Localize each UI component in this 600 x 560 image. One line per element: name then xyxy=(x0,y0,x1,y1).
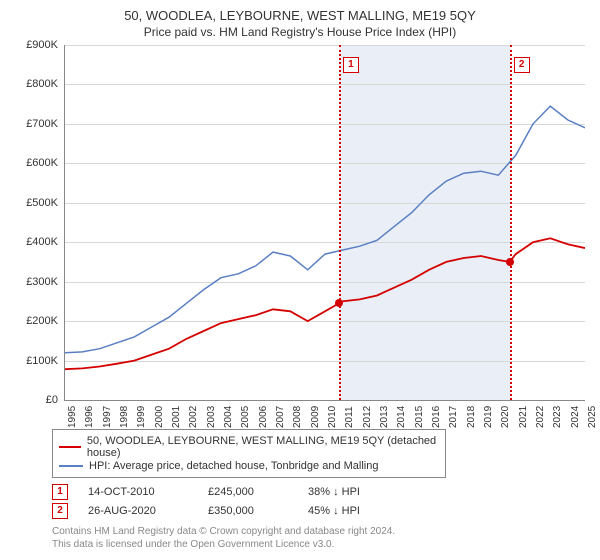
x-tick-label: 2011 xyxy=(344,406,355,428)
y-tick-label: £800K xyxy=(12,78,58,90)
footer-line-2: This data is licensed under the Open Gov… xyxy=(52,538,588,551)
chart-svg xyxy=(65,45,585,400)
x-tick-label: 1997 xyxy=(102,406,113,428)
y-tick-label: £300K xyxy=(12,276,58,288)
x-tick-label: 2004 xyxy=(223,406,234,428)
x-tick-label: 2020 xyxy=(500,406,511,428)
y-tick-label: £200K xyxy=(12,315,58,327)
x-axis: 1995 1996 1997 1998 1999 2000 2001 2002 2003 2004… xyxy=(64,400,584,430)
sale-row-badge: 1 xyxy=(52,484,68,500)
x-tick-label: 2017 xyxy=(448,406,459,428)
chart-container: 50, WOODLEA, LEYBOURNE, WEST MALLING, ME… xyxy=(0,0,600,560)
sale-marker-badge: 2 xyxy=(514,57,530,73)
x-tick-label: 2012 xyxy=(362,406,373,428)
sale-price: £245,000 xyxy=(208,486,288,498)
sale-row: 1 14-OCT-2010 £245,000 38% ↓ HPI xyxy=(52,484,588,500)
sale-point-dot xyxy=(335,299,343,307)
sale-point-dot xyxy=(506,258,514,266)
y-tick-label: £500K xyxy=(12,197,58,209)
y-tick-label: £400K xyxy=(12,236,58,248)
x-tick-label: 2013 xyxy=(379,406,390,428)
y-tick-label: £900K xyxy=(12,39,58,51)
x-tick-label: 2024 xyxy=(570,406,581,428)
x-tick-label: 1995 xyxy=(67,406,78,428)
legend-label: HPI: Average price, detached house, Tonb… xyxy=(89,460,378,472)
x-tick-label: 2019 xyxy=(483,406,494,428)
sale-marker-badge: 1 xyxy=(343,57,359,73)
x-tick-label: 2008 xyxy=(292,406,303,428)
y-tick-label: £0 xyxy=(12,394,58,406)
footer-text: Contains HM Land Registry data © Crown c… xyxy=(52,525,588,551)
x-tick-label: 2021 xyxy=(518,406,529,428)
x-tick-label: 2007 xyxy=(275,406,286,428)
y-tick-label: £600K xyxy=(12,157,58,169)
footer-line-1: Contains HM Land Registry data © Crown c… xyxy=(52,525,588,538)
y-tick-label: £700K xyxy=(12,118,58,130)
sale-price: £350,000 xyxy=(208,505,288,517)
series-line-hpi xyxy=(65,106,585,353)
sale-pct-vs-hpi: 45% ↓ HPI xyxy=(308,505,408,517)
sale-marker-line xyxy=(510,45,512,400)
x-tick-label: 2015 xyxy=(414,406,425,428)
x-tick-label: 1998 xyxy=(119,406,130,428)
x-tick-label: 1996 xyxy=(84,406,95,428)
x-tick-label: 2010 xyxy=(327,406,338,428)
y-tick-label: £100K xyxy=(12,355,58,367)
legend-swatch xyxy=(59,446,81,448)
legend-label: 50, WOODLEA, LEYBOURNE, WEST MALLING, ME… xyxy=(87,435,439,459)
x-tick-label: 2009 xyxy=(310,406,321,428)
sales-table: 1 14-OCT-2010 £245,000 38% ↓ HPI 2 26-AUG-202… xyxy=(52,484,588,519)
sale-date: 26-AUG-2020 xyxy=(88,505,188,517)
x-tick-label: 2006 xyxy=(258,406,269,428)
plot-area: 12 xyxy=(64,45,585,401)
legend-swatch xyxy=(59,465,83,467)
x-tick-label: 2022 xyxy=(535,406,546,428)
x-tick-label: 2001 xyxy=(171,406,182,428)
legend-item: HPI: Average price, detached house, Tonb… xyxy=(59,460,439,472)
x-tick-label: 2000 xyxy=(154,406,165,428)
sale-row-badge: 2 xyxy=(52,503,68,519)
x-tick-label: 1999 xyxy=(136,406,147,428)
x-tick-label: 2025 xyxy=(587,406,598,428)
x-tick-label: 2005 xyxy=(240,406,251,428)
chart-subtitle: Price paid vs. HM Land Registry's House … xyxy=(12,25,588,39)
sale-marker-line xyxy=(339,45,341,400)
y-axis: £0£100K£200K£300K£400K£500K£600K£700K£80… xyxy=(12,45,62,400)
legend-box: 50, WOODLEA, LEYBOURNE, WEST MALLING, ME… xyxy=(52,429,446,478)
chart-title: 50, WOODLEA, LEYBOURNE, WEST MALLING, ME… xyxy=(12,8,588,23)
x-tick-label: 2002 xyxy=(188,406,199,428)
legend-item: 50, WOODLEA, LEYBOURNE, WEST MALLING, ME… xyxy=(59,435,439,459)
sale-date: 14-OCT-2010 xyxy=(88,486,188,498)
sale-row: 2 26-AUG-2020 £350,000 45% ↓ HPI xyxy=(52,503,588,519)
x-tick-label: 2018 xyxy=(466,406,477,428)
x-tick-label: 2016 xyxy=(431,406,442,428)
chart-area: £0 £100K £200K £300K £400K £500K £600K £700K £80… xyxy=(12,45,588,425)
sale-pct-vs-hpi: 38% ↓ HPI xyxy=(308,486,408,498)
x-tick-label: 2014 xyxy=(396,406,407,428)
x-tick-label: 2023 xyxy=(552,406,563,428)
x-tick-label: 2003 xyxy=(206,406,217,428)
